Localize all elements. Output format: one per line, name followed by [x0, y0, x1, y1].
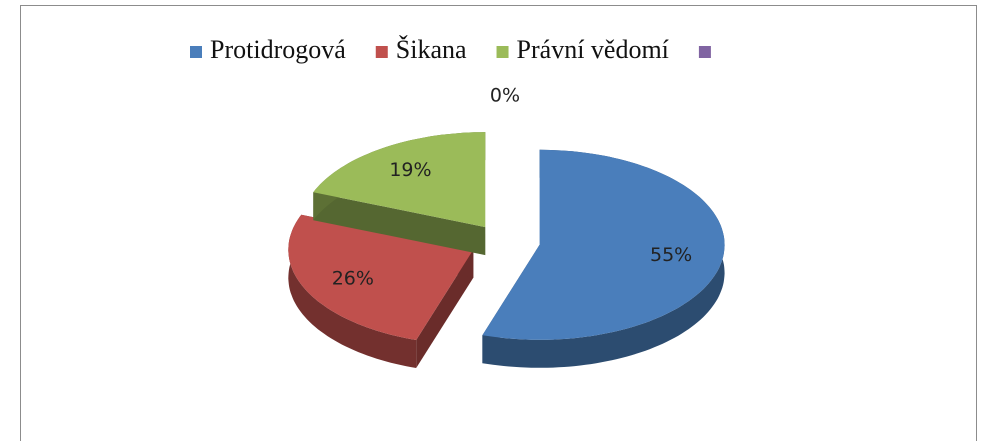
data-label: 19% [389, 159, 431, 181]
data-label: 26% [332, 267, 374, 289]
slice-side [313, 192, 486, 256]
legend-swatch [698, 46, 711, 58]
pie-slice [313, 132, 486, 256]
pie-slice [482, 149, 725, 368]
chart-frame [20, 5, 977, 441]
slice-top [313, 132, 486, 228]
data-label: 55% [650, 244, 692, 266]
slice-side [416, 249, 474, 368]
legend-label: Právní vědomí [517, 35, 669, 64]
slice-top [482, 149, 725, 340]
legend-swatch [375, 46, 388, 58]
slice-wall [288, 214, 417, 368]
slice-wall [482, 149, 725, 368]
legend-label: Šikana [396, 35, 467, 64]
data-label: 0% [490, 84, 520, 106]
slice-top [288, 214, 474, 340]
legend-swatch [496, 46, 509, 58]
legend-swatch [190, 46, 202, 58]
pie-slice [288, 214, 474, 368]
legend-label: Protidrogová [210, 35, 346, 64]
